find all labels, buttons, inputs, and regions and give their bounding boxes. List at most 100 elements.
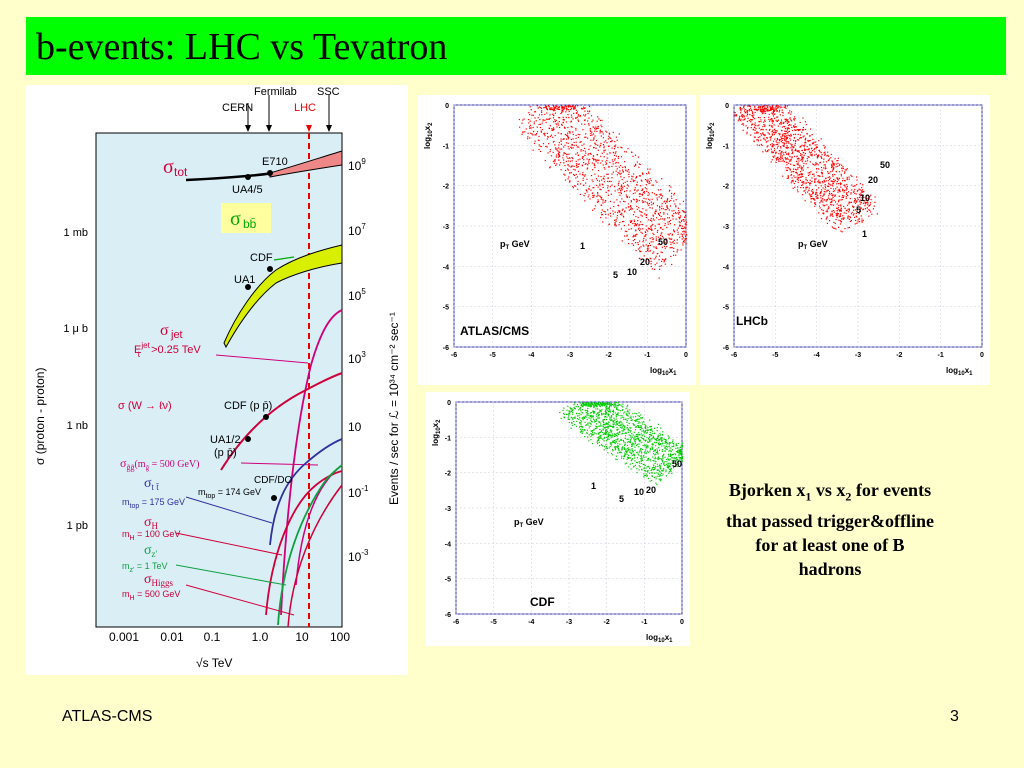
x-tick: 10 (295, 630, 309, 644)
jet-pointer (215, 354, 309, 364)
x-tick: 1.0 (252, 630, 269, 644)
y-axis-label: log10x2 (431, 419, 442, 446)
y-axis-label: log10x2 (423, 122, 434, 149)
slide-title: b-events: LHC vs Tevatron (36, 26, 448, 68)
cross-section-panel: Fermilab SSC CERN LHC 1 mb 1 μ b 1 nb 1 … (26, 85, 408, 675)
sigma-tt-curve (269, 438, 343, 546)
lhc-arrowhead (306, 125, 312, 132)
x-tick: -4 (528, 619, 534, 626)
scatter-panel-atlas-cms: -6 0 -5 -1 -4 -2 -3 -3 -2 -4 -1 -5 0 -6 1 5 10 20 50 pT GeV… (418, 95, 696, 385)
right-axis-label: Events / sec for ℒ = 10³⁴ cm⁻² sec⁻¹ (387, 312, 401, 505)
sigma-h-label: σH (144, 515, 159, 531)
scatter-points (734, 105, 878, 233)
x-tick: 100 (330, 630, 350, 644)
y-tick: -3 (445, 506, 451, 513)
cdf-do-point (271, 495, 277, 501)
y-tick: -5 (723, 305, 729, 312)
ssc-label: SSC (317, 86, 340, 98)
cern-arrowhead (245, 125, 251, 132)
ua1-point (245, 284, 251, 290)
y-tick: -2 (445, 471, 451, 478)
bb-pointer (273, 256, 295, 261)
band-label: 50 (880, 160, 890, 170)
x-tick: -3 (855, 352, 861, 359)
x-tick: -5 (772, 352, 778, 359)
band-label: 1 (862, 229, 867, 239)
x-tick: -4 (528, 352, 534, 359)
y-tick: -3 (443, 224, 449, 231)
left-tick: 1 nb (67, 420, 88, 432)
sigma-bb-symbol: σ (230, 208, 241, 230)
x-tick: 0 (680, 619, 684, 626)
mh1-label: mH = 100 GeV (122, 529, 180, 542)
sigma-tot-symbol: σ (163, 156, 174, 178)
band-label: 50 (658, 237, 668, 247)
y-tick: -4 (443, 264, 449, 271)
ua12-pp-label: (p p̄) (214, 447, 237, 459)
x-tick: -4 (814, 352, 820, 359)
ssc-arrowhead (326, 125, 332, 132)
caption-line-1: Bjorken x1 vs x2 for events (728, 480, 932, 504)
sigma-tt-label: σt t̄ (144, 476, 160, 492)
left-tick: 1 mb (64, 227, 88, 239)
scatter-points (518, 105, 688, 279)
x-tick: 0 (684, 352, 688, 359)
left-axis-label: σ (proton - proton) (33, 368, 47, 465)
sigma-jet-curve (280, 309, 343, 616)
y-tick: -3 (723, 224, 729, 231)
cern-label: CERN (222, 102, 253, 114)
mtop1-label: mtop = 174 GeV (198, 487, 261, 500)
x-tick: -2 (896, 352, 902, 359)
x-axis-label: log10x1 (946, 366, 973, 377)
y-tick: -2 (723, 184, 729, 191)
ua45-point (245, 174, 251, 180)
experiment-name: ATLAS/CMS (460, 324, 529, 338)
right-tick: 105 (348, 287, 366, 303)
x-axis-label: log10x1 (650, 366, 677, 377)
sigma-bb-box (221, 203, 271, 233)
fermilab-label: Fermilab (254, 86, 297, 98)
footer-left: ATLAS-CMS (62, 708, 153, 725)
x-axis-label: log10x1 (646, 633, 673, 644)
sigma-z-label: σz' (144, 543, 158, 559)
cross-section-plot: Fermilab SSC CERN LHC 1 mb 1 μ b 1 nb 1 … (33, 86, 401, 670)
cdf-w-point (263, 414, 269, 420)
cdf-do-label: CDF/DO (254, 475, 293, 486)
x-tick: -1 (641, 619, 647, 626)
band-label: 10 (860, 193, 870, 203)
x-tick: -6 (451, 352, 457, 359)
y-tick: -6 (723, 345, 729, 352)
scatter-panel-cdf: -6 0 -5 -1 -4 -2 -3 -3 -2 -4 -1 -5 0 -6 1 5 10 20 50 pT GeV… (426, 392, 690, 646)
experiment-name: CDF (530, 595, 555, 609)
band-label: 5 (856, 205, 861, 215)
band-label: 10 (634, 487, 644, 497)
left-tick: 1 μ b (63, 323, 88, 335)
band-label: 10 (627, 267, 637, 277)
pt-label: pT GeV (514, 517, 544, 529)
left-tick: 1 pb (67, 520, 88, 532)
y-tick: 0 (445, 103, 449, 110)
y-tick: -2 (443, 184, 449, 191)
title-bar: b-events: LHC vs Tevatron (26, 17, 1006, 75)
y-tick: -5 (443, 305, 449, 312)
x-tick: -3 (566, 619, 572, 626)
x-tick: -1 (644, 352, 650, 359)
mz-label: mz' = 1 TeV (122, 561, 167, 574)
right-tick: 103 (348, 350, 366, 366)
x-tick: 0.1 (204, 630, 221, 644)
scatter-panel-lhcb: -6 0 -5 -1 -4 -2 -3 -3 -2 -4 -1 -5 0 -6 1 5 10 20 50 pT GeV… (700, 95, 990, 385)
ua12-label: UA1/2 (210, 434, 241, 446)
right-tick: 10 (348, 420, 362, 434)
sigma-higgs-curve (287, 484, 343, 628)
x-tick: -2 (604, 619, 610, 626)
page-number: 3 (950, 708, 959, 725)
mh2-label: mH = 500 GeV (122, 589, 180, 602)
ua12-w-point (245, 436, 251, 442)
x-tick: -6 (453, 619, 459, 626)
cdf-pp-label: CDF (p p̄) (224, 400, 272, 412)
caption: Bjorken x1 vs x2 for events that passed … (690, 478, 970, 581)
y-tick: -1 (443, 143, 449, 150)
higgs-pointer (185, 584, 295, 616)
right-ticks: 109 107 105 103 10 10-1 10-3 (348, 157, 369, 564)
